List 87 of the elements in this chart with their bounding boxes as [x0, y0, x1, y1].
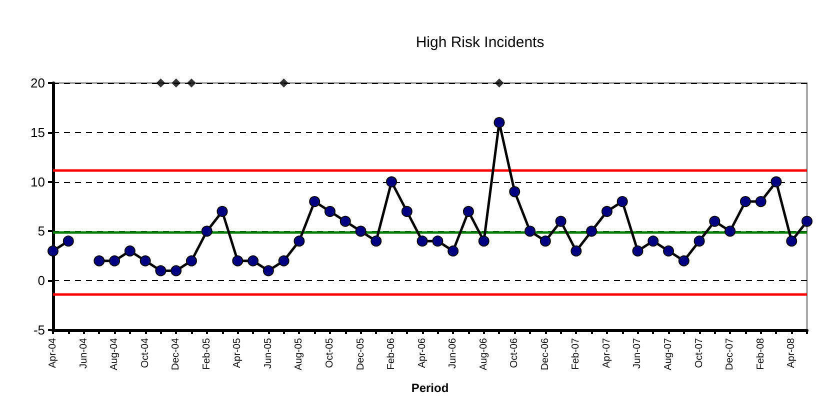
point: [494, 117, 505, 128]
point: [156, 78, 166, 88]
x-tick-label: Oct-04: [140, 338, 151, 368]
point: [170, 265, 182, 276]
point: [509, 186, 520, 198]
point: [262, 265, 274, 276]
point: [740, 196, 751, 208]
point: [186, 78, 196, 88]
x-tick-label: Apr-07: [601, 338, 612, 368]
chart-title: High Risk Incidents: [416, 34, 544, 51]
point: [802, 216, 812, 227]
y-tick-label: -5: [33, 322, 45, 338]
point: [172, 78, 181, 88]
point: [62, 236, 74, 247]
x-tick-label: Feb-07: [570, 338, 582, 370]
point: [678, 255, 690, 266]
x-tick-label: Jun-06: [448, 338, 459, 369]
x-tick-label: Feb-06: [386, 338, 398, 370]
point: [401, 206, 412, 217]
x-tick-label: Apr-06: [416, 338, 428, 368]
point: [186, 255, 197, 266]
point: [570, 245, 582, 256]
point: [124, 245, 136, 256]
point: [648, 236, 659, 247]
point: [709, 216, 720, 227]
point: [448, 245, 459, 256]
point: [48, 245, 58, 256]
point: [632, 245, 644, 256]
point: [586, 226, 598, 237]
x-tick-label: Oct-05: [324, 338, 336, 368]
y-tick-label: 20: [30, 76, 45, 90]
x-tick-label: Dec-06: [540, 338, 551, 370]
x-tick-label: Aug-04: [109, 338, 120, 370]
point: [432, 236, 444, 247]
point: [663, 245, 674, 256]
point: [616, 196, 628, 208]
point: [786, 236, 798, 247]
point: [416, 236, 428, 247]
point: [555, 216, 566, 227]
point: [340, 216, 351, 227]
x-tick-label: Feb-05: [201, 338, 212, 370]
y-tick-label: 15: [30, 124, 45, 140]
x-tick-label: Feb-08: [755, 338, 766, 370]
point: [109, 255, 120, 266]
point: [201, 226, 212, 237]
x-tick-label: Dec-05: [355, 338, 366, 370]
x-tick-label: Dec-07: [724, 338, 736, 370]
point: [140, 255, 151, 266]
y-tick-label: 10: [30, 174, 45, 190]
x-tick-label: Dec-04: [170, 338, 182, 370]
point: [278, 255, 290, 266]
y-tick-label: 5: [38, 224, 45, 239]
point: [524, 226, 536, 237]
y-tick-label: 0: [38, 273, 45, 288]
x-tick-label: Apr-04: [48, 338, 58, 368]
point: [216, 206, 228, 217]
x-tick-label: Jun-05: [262, 338, 274, 369]
point: [279, 78, 288, 88]
x-tick-label: Aug-05: [294, 338, 305, 370]
x-tick-label: Apr-05: [232, 338, 244, 368]
point: [601, 206, 612, 217]
point: [494, 78, 504, 88]
x-tick-label: Aug-06: [478, 338, 490, 370]
point: [232, 255, 244, 266]
point: [370, 236, 382, 247]
point: [386, 176, 398, 188]
point: [294, 236, 305, 247]
point: [248, 255, 259, 266]
x-tick-label: Oct-07: [694, 338, 705, 368]
point: [478, 236, 490, 247]
point: [324, 206, 336, 217]
x-tick-label: Oct-06: [509, 338, 520, 368]
x-tick-label: Jun-07: [632, 338, 644, 369]
point: [94, 255, 105, 266]
x-tick-label: Apr-08: [786, 338, 798, 368]
point: [462, 206, 474, 217]
point: [355, 226, 366, 237]
point: [155, 265, 166, 276]
x-tick-label: Aug-07: [663, 338, 674, 370]
point: [694, 236, 705, 247]
point: [755, 196, 766, 208]
point: [770, 176, 782, 188]
x-tick-label: Jun-04: [78, 338, 90, 369]
point: [540, 236, 551, 247]
point: [724, 226, 736, 237]
point: [309, 196, 320, 208]
x-axis-title: Period: [411, 381, 449, 395]
